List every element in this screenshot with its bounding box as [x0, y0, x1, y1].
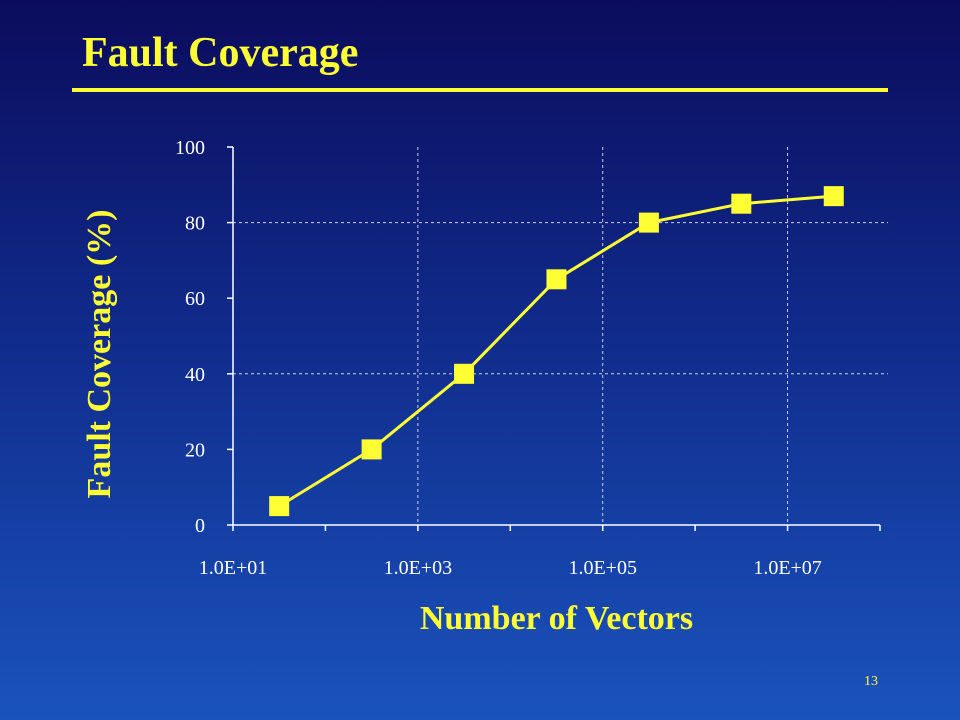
slide-title: Fault Coverage	[82, 30, 359, 76]
y-tick-label: 100	[175, 137, 205, 159]
data-point-marker	[823, 186, 844, 207]
y-tick-label: 40	[185, 364, 205, 386]
x-tick-label: 1.0E+07	[753, 557, 822, 579]
x-tick-label: 1.0E+03	[384, 557, 453, 579]
title-underline	[72, 88, 888, 92]
data-point-marker	[361, 439, 382, 460]
series-line	[278, 194, 834, 508]
data-point-marker	[269, 496, 290, 517]
y-tick-label: 0	[195, 515, 205, 537]
data-point-marker	[638, 212, 659, 233]
x-axis-title: Number of Vectors	[420, 600, 693, 637]
y-tick-label: 60	[185, 288, 205, 310]
data-point-marker	[546, 269, 567, 290]
x-tick-label: 1.0E+01	[199, 557, 268, 579]
slide-number: 13	[864, 674, 878, 689]
y-tick-label: 20	[185, 439, 205, 461]
y-tick-label: 80	[185, 213, 205, 235]
x-tick-label: 1.0E+05	[568, 557, 637, 579]
data-point-marker	[731, 193, 752, 214]
data-point-marker	[454, 363, 475, 384]
y-axis-title: Fault Coverage (%)	[81, 210, 118, 499]
